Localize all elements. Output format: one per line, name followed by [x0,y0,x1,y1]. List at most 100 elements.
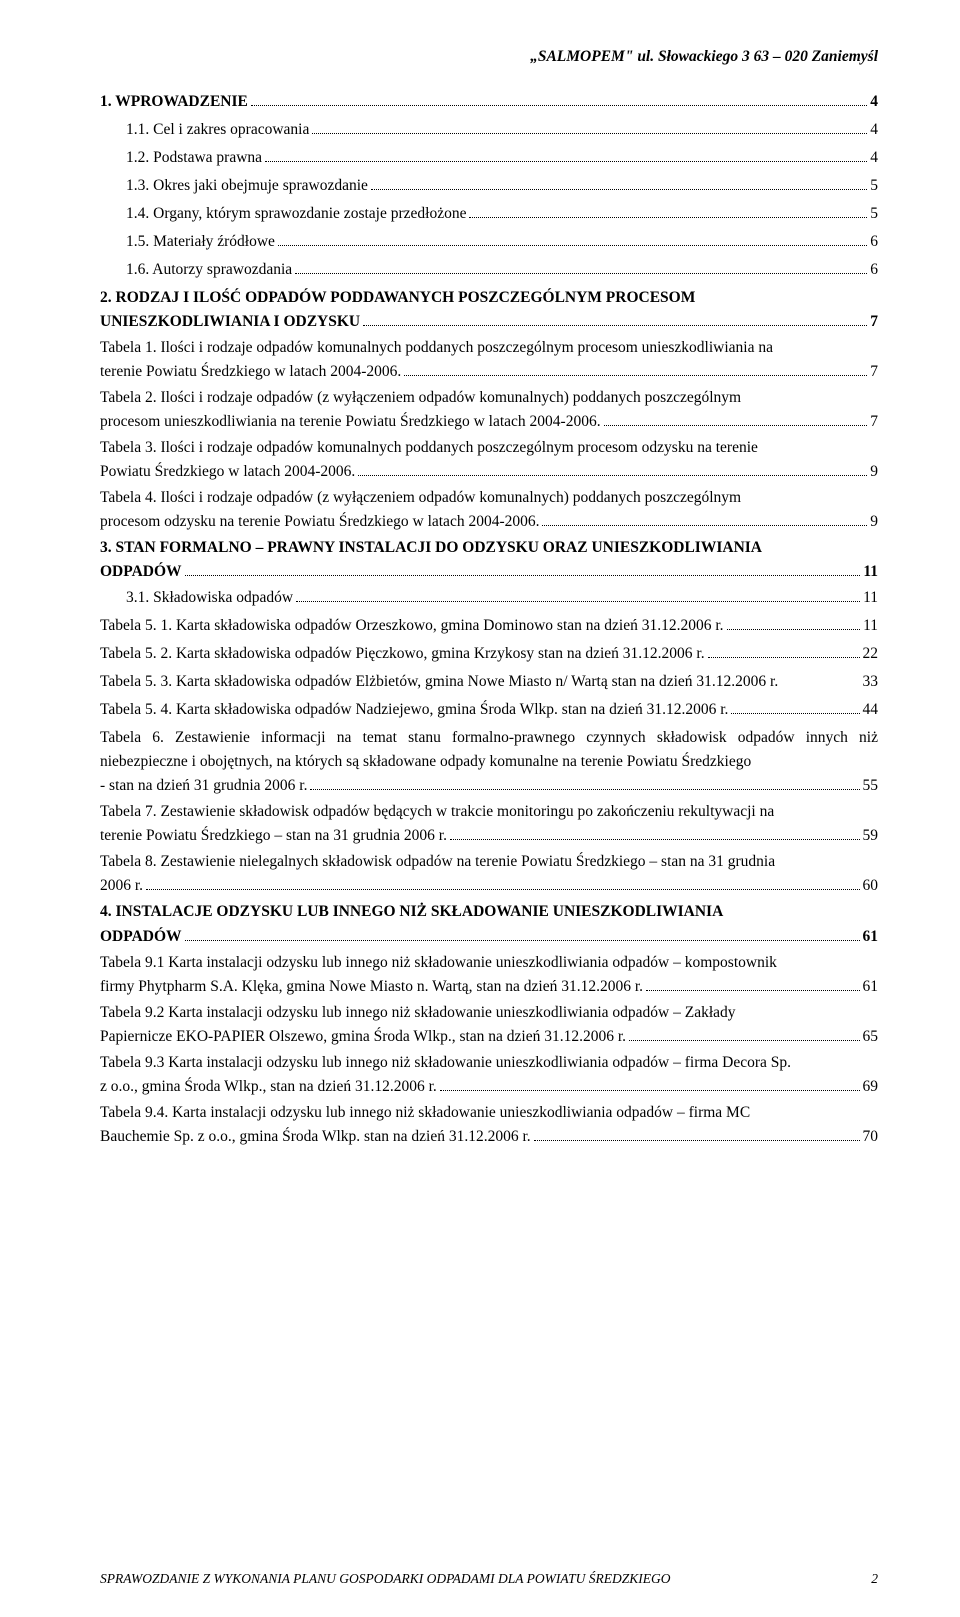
toc-entry-body: Tabela 1. Ilości i rodzaje odpadów komun… [100,336,878,360]
toc-entry-body: Tabela 9.2 Karta instalacji odzysku lub … [100,1001,878,1025]
toc-entry-text: Bauchemie Sp. z o.o., gmina Środa Wlkp. … [100,1125,531,1149]
toc-entry-body: Tabela 6. Zestawienie informacji na tema… [100,726,878,774]
toc-entry-body: 2. RODZAJ I ILOŚĆ ODPADÓW PODDAWANYCH PO… [100,286,878,310]
toc-entry-lastline: Powiatu Średzkiego w latach 2004-2006. 9 [100,460,878,484]
toc-leader [646,977,859,990]
toc-entry: Tabela 9.2 Karta instalacji odzysku lub … [100,999,878,1049]
toc-page-number: 6 [870,230,878,254]
toc-entry: Tabela 9.3 Karta instalacji odzysku lub … [100,1049,878,1099]
table-of-contents: 1. WPROWADZENIE 4 1.1. Cel i zakres opraco… [100,88,878,1149]
toc-leader [310,777,859,790]
toc-entry: Tabela 9.1 Karta instalacji odzysku lub … [100,949,878,999]
toc-page-number: 4 [870,146,878,170]
toc-page-number: 9 [870,460,878,484]
toc-entry-body: Tabela 4. Ilości i rodzaje odpadów (z wy… [100,486,878,510]
toc-entry-text: 1.3. Okres jaki obejmuje sprawozdanie [126,174,368,198]
toc-leader [404,363,867,376]
toc-entry-text: UNIESZKODLIWIANIA I ODZYSKU [100,310,360,334]
toc-entry-lastline: terenie Powiatu Średzkiego w latach 2004… [100,360,878,384]
header-address: „SALMOPEM" ul. Słowackiego 3 63 – 020 Za… [100,48,878,66]
toc-entry: Tabela 7. Zestawienie składowisk odpadów… [100,798,878,848]
toc-leader [312,121,867,134]
toc-entry: 1.5. Materiały źródłowe 6 [100,228,878,256]
toc-page-number: 7 [870,310,878,334]
toc-entry-text: procesom odzysku na terenie Powiatu Śred… [100,510,539,534]
toc-entry-text: Powiatu Średzkiego w latach 2004-2006. [100,460,355,484]
toc-entry-body: 4. INSTALACJE ODZYSKU LUB INNEGO NIŻ SKŁ… [100,900,878,924]
toc-page-number: 11 [863,586,878,610]
toc-leader [440,1077,860,1090]
toc-entry-text: - stan na dzień 31 grudnia 2006 r. [100,774,307,798]
toc-entry-lastline: procesom unieszkodliwiania na terenie Po… [100,410,878,434]
page-footer: SPRAWOZDANIE Z WYKONANIA PLANU GOSPODARK… [100,1571,878,1587]
toc-page-number: 70 [863,1125,879,1149]
toc-page-number: 11 [863,614,878,638]
toc-entry-text: Tabela 5. 4. Karta składowiska odpadów N… [100,698,728,722]
toc-entry: 3. STAN FORMALNO – PRAWNY INSTALACJI DO … [100,534,878,584]
toc-entry: 3.1. Składowiska odpadów11 [100,584,878,612]
toc-entry: Tabela 2. Ilości i rodzaje odpadów (z wy… [100,384,878,434]
toc-leader [534,1127,860,1140]
toc-leader [604,413,868,426]
toc-entry-text: terenie Powiatu Średzkiego – stan na 31 … [100,824,447,848]
toc-leader [469,205,867,218]
toc-entry-lastline: ODPADÓW61 [100,925,878,949]
toc-entry-lastline: procesom odzysku na terenie Powiatu Śred… [100,510,878,534]
toc-leader [727,617,861,630]
toc-page-number: 5 [870,174,878,198]
toc-page-number: 65 [863,1025,879,1049]
toc-entry-text: 1.2. Podstawa prawna [126,146,262,170]
toc-entry-text: Tabela 5. 2. Karta składowiska odpadów P… [100,642,705,666]
toc-entry: Tabela 9.4. Karta instalacji odzysku lub… [100,1099,878,1149]
toc-leader [450,827,860,840]
toc-page-number: 7 [870,360,878,384]
toc-entry-body: Tabela 8. Zestawienie nielegalnych skład… [100,850,878,874]
toc-entry-text: terenie Powiatu Średzkiego w latach 2004… [100,360,401,384]
toc-entry-lastline: Bauchemie Sp. z o.o., gmina Środa Wlkp. … [100,1125,878,1149]
toc-entry-text: 1. WPROWADZENIE [100,90,248,114]
toc-entry-text: Tabela 5. 3. Karta składowiska odpadów E… [100,670,863,694]
toc-entry-lastline: z o.o., gmina Środa Wlkp., stan na dzień… [100,1075,878,1099]
toc-entry: 1. WPROWADZENIE 4 [100,88,878,116]
toc-entry: 4. INSTALACJE ODZYSKU LUB INNEGO NIŻ SKŁ… [100,898,878,948]
toc-page-number: 33 [863,670,879,694]
toc-entry: Tabela 3. Ilości i rodzaje odpadów komun… [100,434,878,484]
footer-page-number: 2 [871,1571,878,1587]
toc-leader [708,645,860,658]
toc-page-number: 22 [863,642,879,666]
toc-leader [358,463,867,476]
toc-entry-lastline: UNIESZKODLIWIANIA I ODZYSKU 7 [100,310,878,334]
toc-entry: 1.4. Organy, którym sprawozdanie zostaje… [100,200,878,228]
toc-leader [363,313,867,326]
toc-page-number: 4 [870,90,878,114]
toc-entry-lastline: ODPADÓW11 [100,560,878,584]
toc-leader [295,261,867,274]
toc-entry-text: Tabela 5. 1. Karta składowiska odpadów O… [100,614,724,638]
toc-entry-lastline: Papiernicze EKO-PAPIER Olszewo, gmina Śr… [100,1025,878,1049]
toc-page-number: 11 [863,560,878,584]
toc-entry-text: 1.1. Cel i zakres opracowania [126,118,309,142]
toc-entry-text: z o.o., gmina Środa Wlkp., stan na dzień… [100,1075,437,1099]
toc-page-number: 61 [863,975,879,999]
toc-entry: Tabela 5. 2. Karta składowiska odpadów P… [100,640,878,668]
toc-page-number: 4 [870,118,878,142]
toc-entry-text: 1.5. Materiały źródłowe [126,230,275,254]
toc-entry: 2. RODZAJ I ILOŚĆ ODPADÓW PODDAWANYCH PO… [100,284,878,334]
page: „SALMOPEM" ul. Słowackiego 3 63 – 020 Za… [0,0,960,1617]
toc-leader [251,93,867,106]
toc-leader [265,149,867,162]
toc-entry: Tabela 6. Zestawienie informacji na tema… [100,724,878,798]
toc-entry-body: 3. STAN FORMALNO – PRAWNY INSTALACJI DO … [100,536,878,560]
toc-page-number: 61 [863,925,879,949]
toc-entry-lastline: - stan na dzień 31 grudnia 2006 r.55 [100,774,878,798]
toc-page-number: 59 [863,824,879,848]
footer-title: SPRAWOZDANIE Z WYKONANIA PLANU GOSPODARK… [100,1571,670,1587]
toc-page-number: 69 [863,1075,879,1099]
toc-entry-body: Tabela 3. Ilości i rodzaje odpadów komun… [100,436,878,460]
toc-entry: Tabela 4. Ilości i rodzaje odpadów (z wy… [100,484,878,534]
toc-entry: Tabela 5. 4. Karta składowiska odpadów N… [100,696,878,724]
toc-leader [731,701,859,714]
toc-entry-text: firmy Phytpharm S.A. Klęka, gmina Nowe M… [100,975,643,999]
toc-entry-body: Tabela 7. Zestawienie składowisk odpadów… [100,800,878,824]
toc-entry: 1.3. Okres jaki obejmuje sprawozdanie 5 [100,172,878,200]
